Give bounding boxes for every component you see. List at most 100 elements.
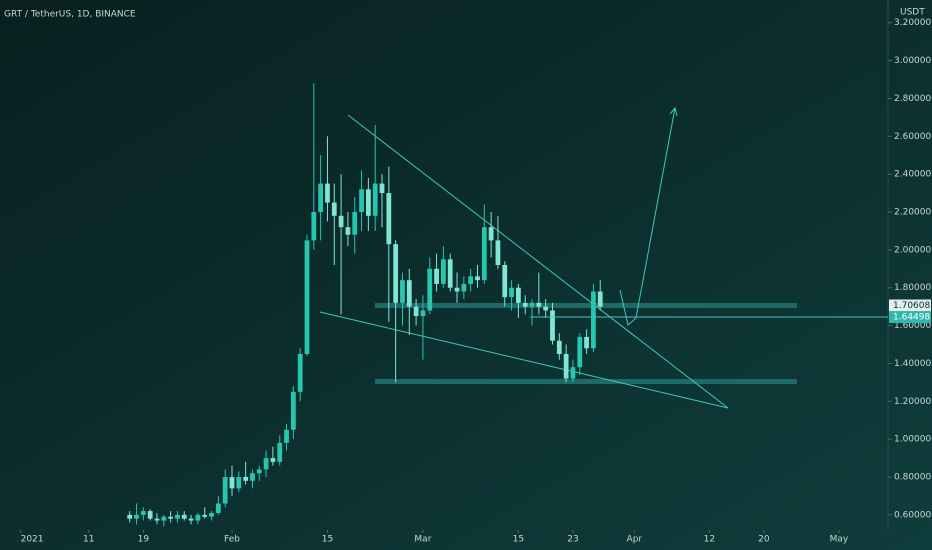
candle-body	[563, 353, 569, 379]
candle-body	[318, 183, 324, 212]
candle-body	[454, 287, 460, 292]
candle-body	[543, 306, 549, 311]
candle-body	[400, 280, 405, 303]
candle-body	[440, 259, 446, 284]
candle-body	[331, 202, 337, 216]
candle-body	[168, 516, 174, 519]
candle-body	[154, 518, 160, 521]
candle-body	[447, 259, 453, 288]
candle-body	[591, 291, 596, 349]
candle-body	[304, 240, 310, 354]
candle-body	[516, 287, 521, 303]
candle-body	[243, 477, 249, 481]
candle-body	[570, 367, 576, 379]
candle-body	[481, 227, 487, 281]
candle-body	[277, 442, 283, 462]
candle-body	[359, 189, 364, 212]
candle-body	[338, 215, 344, 228]
candle-body	[250, 473, 255, 481]
candle-body	[263, 458, 269, 470]
candle-body	[488, 227, 494, 241]
candle-body	[290, 391, 296, 430]
candle-body	[502, 265, 508, 298]
y-tick-label: 0.60000	[894, 510, 931, 520]
plot: 0.60000 0.80000 1.00000 1.20000 1.40000 1.600…	[20, 18, 931, 545]
candle-body	[188, 518, 194, 521]
candle-body	[509, 287, 514, 298]
y-tick-label: 2.40000	[894, 170, 931, 180]
candle-body	[386, 193, 392, 245]
candle-body	[434, 268, 439, 284]
candle-body	[352, 212, 358, 235]
candle-body	[577, 336, 583, 368]
x-tick-label: Apr	[627, 535, 643, 545]
candle-body	[468, 276, 474, 284]
y-tick-label: 0.80000	[894, 473, 931, 483]
candle-body	[379, 183, 385, 194]
price-axis-unit: USDT	[900, 8, 925, 18]
x-tick-label: Feb	[224, 535, 240, 545]
candle-body	[140, 511, 146, 515]
x-tick-label: 20	[758, 535, 770, 545]
candle-body	[147, 511, 153, 519]
candle-body	[215, 503, 221, 513]
zone	[375, 303, 797, 308]
candle-body	[209, 512, 214, 517]
candle-body	[427, 268, 433, 311]
arrow-head	[669, 106, 678, 117]
price-badge-label: 1.70608	[893, 301, 930, 311]
x-tick-label: 15	[513, 535, 524, 545]
candle-body	[522, 302, 528, 307]
candle-body	[393, 244, 399, 303]
candle-body	[584, 336, 589, 349]
candle-body	[256, 469, 262, 474]
candle-body	[161, 516, 167, 521]
price-badge-label: 1.64498	[893, 313, 930, 323]
y-tick-label: 1.80000	[894, 283, 931, 293]
price-badge	[889, 299, 931, 312]
candle-body	[181, 514, 187, 519]
chart-title: GRT / TetherUS, 1D, BINANCE	[4, 10, 136, 20]
y-tick-label: 1.00000	[894, 435, 931, 445]
candle-body	[475, 276, 480, 281]
candle-body	[236, 477, 242, 489]
candle-body	[556, 340, 562, 354]
forecast-arrow	[619, 107, 676, 326]
y-tick-label: 1.20000	[894, 397, 931, 407]
candle-body	[222, 477, 228, 504]
trendline	[347, 114, 729, 409]
candle-body	[406, 280, 412, 307]
x-tick-label: 23	[567, 535, 578, 545]
candle-body	[195, 514, 201, 521]
x-tick-label: 12	[704, 535, 715, 545]
candle-body	[461, 283, 467, 292]
y-tick-label: 2.60000	[894, 132, 931, 142]
candle-body	[420, 310, 426, 317]
x-tick-label: 11	[83, 535, 94, 545]
y-tick-label: 1.60000	[894, 321, 931, 331]
y-tick-label: 3.00000	[894, 56, 931, 66]
y-tick-label: 2.00000	[894, 245, 931, 255]
x-tick-label: 19	[138, 535, 150, 545]
candle-body	[311, 212, 317, 241]
drawings	[319, 106, 797, 409]
y-tick-label: 1.40000	[894, 359, 931, 369]
candle-body	[495, 240, 501, 265]
candle-body	[229, 477, 235, 489]
x-tick-label: Mar	[414, 535, 431, 545]
y-tick-label: 2.80000	[894, 94, 931, 104]
y-tick-label: 2.20000	[894, 208, 931, 218]
candle-body	[134, 514, 139, 519]
candle-body	[345, 227, 351, 235]
candle-body	[413, 306, 419, 317]
x-tick-label: May	[830, 535, 849, 545]
candle-body	[284, 429, 289, 443]
x-tick-label: 15	[322, 535, 333, 545]
price-badge	[889, 311, 931, 324]
candle-body	[175, 514, 180, 519]
candle-body	[550, 310, 555, 341]
y-tick-label: 3.20000	[894, 18, 931, 28]
